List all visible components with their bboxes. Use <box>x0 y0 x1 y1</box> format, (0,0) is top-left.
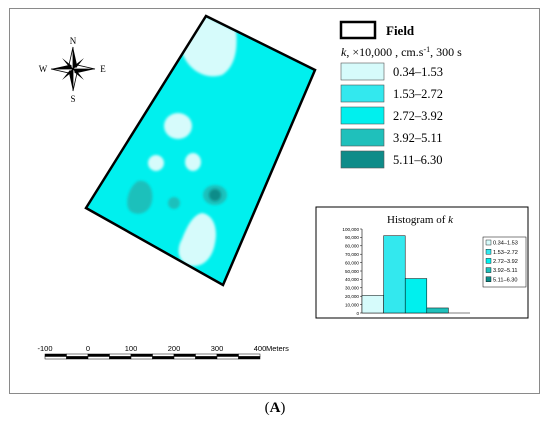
scale-segment-top-8 <box>216 353 239 357</box>
histogram-ytick-8: 80,000 <box>345 244 359 249</box>
scale-segment-bottom-1 <box>66 356 89 360</box>
legend-swatch-3 <box>340 128 385 147</box>
map-frame: N S E W Field k, ×10,000 , cm.s-1, 300 s… <box>9 8 540 394</box>
histogram-legend: 0.34–1.53 1.53–2.72 2.72–3.92 3.92–5.11 5.11… <box>482 236 527 288</box>
compass-rose-icon: N S E W <box>39 36 107 104</box>
compass-s: S <box>70 94 75 104</box>
scale-segment-top-9 <box>238 353 261 357</box>
scale-unit: Meters <box>266 344 289 353</box>
zone-low-center <box>185 153 201 171</box>
scale-segment-bottom-8 <box>216 356 239 360</box>
legend-title-sup: -1 <box>423 45 430 54</box>
histogram-plot: 0 10,000 20,000 30,000 40,000 50,000 60,000 70,… <box>342 227 470 316</box>
histogram-ytick-4: 40,000 <box>345 277 359 282</box>
histogram-legend-swatch-2 <box>485 258 492 264</box>
scale-bar: -100 0 100 200 300 400 Meters <box>37 344 289 360</box>
panel-label-letter: A <box>269 400 281 416</box>
legend-swatch-4 <box>340 150 385 169</box>
scale-segment-top-0 <box>44 353 67 357</box>
zone-low-west <box>148 155 164 171</box>
legend-title: k, ×10,000 , cm.s-1, 300 s <box>341 45 462 59</box>
panel-label-open: ( <box>264 400 270 416</box>
histogram-bar-3 <box>426 307 449 314</box>
scale-segment-bottom-7 <box>195 356 218 360</box>
histogram: Histogram of k 0 10,000 20,000 30,000 40,000… <box>315 206 529 319</box>
histogram-legend-swatch-3 <box>485 267 492 273</box>
histogram-title-prefix: Histogram of <box>387 214 448 226</box>
panel-label: (A) <box>0 400 550 417</box>
histogram-legend-label-0: 0.34–1.53 <box>493 241 518 247</box>
legend-swatch-0 <box>340 62 385 81</box>
legend-class-label-4: 5.11–6.30 <box>393 153 443 167</box>
scale-segment-top-1 <box>66 353 89 357</box>
zone-mid-small <box>168 197 180 209</box>
scale-segment-bottom-2 <box>87 356 110 360</box>
scale-segment-bottom-9 <box>238 356 261 360</box>
histogram-legend-label-1: 1.53–2.72 <box>493 250 518 256</box>
histogram-legend-label-2: 2.72–3.92 <box>493 259 518 265</box>
field-boundary <box>84 14 317 287</box>
scale-tick-1: 0 <box>86 344 90 353</box>
histogram-title-var: k <box>448 214 454 226</box>
histogram-ytick-1: 10,000 <box>345 302 359 307</box>
compass-n: N <box>70 36 77 46</box>
legend-field-label: Field <box>386 23 415 38</box>
histogram-title: Histogram of k <box>387 214 454 226</box>
scale-segment-top-6 <box>173 353 196 357</box>
legend-title-main: , ×10,000 , cm.s <box>346 45 423 59</box>
histogram-ytick-3: 30,000 <box>345 286 359 291</box>
histogram-ytick-9: 90,000 <box>345 235 359 240</box>
histogram-ytick-0: 0 <box>356 311 359 316</box>
histogram-bar-0 <box>361 295 384 314</box>
zone-low-mid <box>164 113 192 139</box>
scale-segment-top-4 <box>130 353 153 357</box>
scale-tick-3: 200 <box>168 344 181 353</box>
legend-class-label-1: 1.53–2.72 <box>393 87 443 101</box>
histogram-bar-2 <box>404 278 428 314</box>
legend-class-label-2: 2.72–3.92 <box>393 109 443 123</box>
scale-segment-bottom-0 <box>44 356 67 360</box>
scale-segment-top-3 <box>109 353 132 357</box>
scale-tick-2: 100 <box>125 344 138 353</box>
histogram-legend-swatch-0 <box>485 239 492 246</box>
legend-title-suffix: , 300 s <box>430 45 462 59</box>
legend-swatch-1 <box>340 84 385 103</box>
scale-tick-5: 400 <box>254 344 267 353</box>
scale-segment-top-5 <box>152 353 175 357</box>
histogram-ytick-5: 50,000 <box>345 269 359 274</box>
legend-title-k: k <box>341 45 347 59</box>
scale-segment-bottom-6 <box>173 356 196 360</box>
histogram-ytick-10: 100,000 <box>342 227 359 232</box>
histogram-bar-1 <box>383 235 406 314</box>
compass-e: E <box>100 64 106 74</box>
histogram-legend-swatch-4 <box>485 276 492 282</box>
histogram-ytick-2: 20,000 <box>345 294 359 299</box>
compass-w: W <box>39 64 48 74</box>
legend-classes: 0.34–1.53 1.53–2.72 2.72–3.92 3.92–5.11 5.11… <box>340 62 443 169</box>
histogram-ytick-6: 60,000 <box>345 260 359 265</box>
scale-tick-0: -100 <box>37 344 52 353</box>
scale-segment-bottom-4 <box>130 356 153 360</box>
zone-low-south <box>178 213 216 267</box>
scale-tick-4: 300 <box>211 344 224 353</box>
histogram-legend-label-4: 5.11–6.30 <box>493 277 517 283</box>
zone-mid-west <box>127 180 153 214</box>
scale-segment-bottom-3 <box>109 356 132 360</box>
legend-field-symbol <box>339 20 377 40</box>
panel-label-close: ) <box>280 400 286 416</box>
histogram-legend-label-3: 3.92–5.11 <box>493 268 517 274</box>
scale-segment-top-7 <box>195 353 218 357</box>
legend-swatch-2 <box>340 106 385 125</box>
zone-high-east <box>209 189 221 201</box>
legend-class-label-0: 0.34–1.53 <box>393 65 443 79</box>
field-area <box>86 16 315 285</box>
histogram-ytick-7: 70,000 <box>345 252 359 257</box>
scale-segment-bottom-5 <box>152 356 175 360</box>
map-canvas: N S E W Field k, ×10,000 , cm.s-1, 300 s… <box>37 14 529 360</box>
legend-class-label-3: 3.92–5.11 <box>393 131 443 145</box>
histogram-legend-swatch-1 <box>485 248 492 255</box>
scale-segment-top-2 <box>87 353 110 357</box>
k-zones <box>127 16 237 267</box>
